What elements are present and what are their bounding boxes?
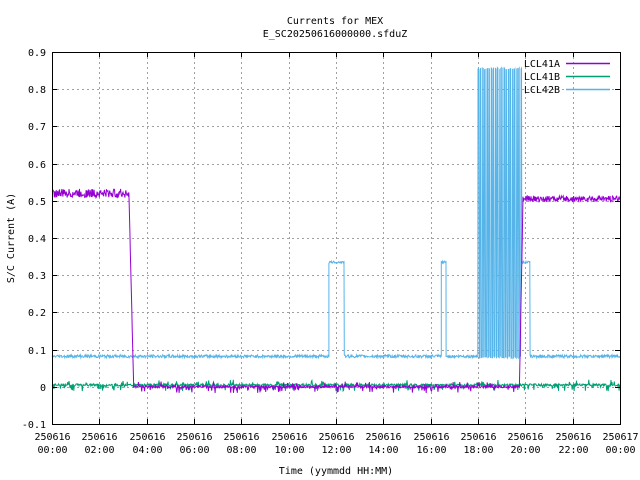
x-tick-date-label: 250616 xyxy=(413,432,449,443)
x-tick-time-label: 22:00 xyxy=(558,445,588,456)
x-tick-time-label: 10:00 xyxy=(274,445,304,456)
x-tick-time-label: 00:00 xyxy=(605,445,635,456)
x-tick-time-label: 12:00 xyxy=(321,445,351,456)
y-tick-label: 0.9 xyxy=(28,48,46,59)
y-tick-label: 0.2 xyxy=(28,308,46,319)
x-tick-date-label: 250616 xyxy=(271,432,307,443)
axis-ticks: -0.1 0 0.1 0.2 0.3 0.4 0.5 0.6 0.7 0.8 0.9 250616 00… xyxy=(22,48,639,456)
chart-subtitle: E_SC20250616000000.sfduZ xyxy=(263,29,408,40)
legend: LCL41A LCL41B LCL42B xyxy=(524,59,610,96)
x-tick-date-label: 250617 xyxy=(602,432,638,443)
legend-label-lcl41b: LCL41B xyxy=(524,72,560,83)
x-tick-date-label: 250616 xyxy=(223,432,259,443)
y-tick-label: 0.3 xyxy=(28,271,46,282)
x-tick-date-label: 250616 xyxy=(34,432,70,443)
y-tick-label: 0.4 xyxy=(28,234,46,245)
x-tick-time-label: 18:00 xyxy=(463,445,493,456)
series-line-lcl41b xyxy=(51,379,621,393)
x-tick-time-label: 20:00 xyxy=(510,445,540,456)
plot-frame xyxy=(52,52,621,425)
series-lines xyxy=(51,66,621,394)
y-tick-label: 0.1 xyxy=(28,346,46,357)
x-tick-time-label: 16:00 xyxy=(416,445,446,456)
x-tick-time-label: 06:00 xyxy=(179,445,209,456)
series-line-lcl42b xyxy=(51,66,621,360)
y-tick-label: 0.7 xyxy=(28,122,46,133)
x-tick-date-label: 250616 xyxy=(365,432,401,443)
x-tick-date-label: 250616 xyxy=(176,432,212,443)
x-tick-time-label: 02:00 xyxy=(84,445,114,456)
x-tick-date-label: 250616 xyxy=(555,432,591,443)
x-tick-date-label: 250616 xyxy=(460,432,496,443)
y-tick-label: 0.8 xyxy=(28,85,46,96)
y-tick-label: 0.5 xyxy=(28,197,46,208)
y-tick-label: 0 xyxy=(40,383,46,394)
x-tick-date-label: 250616 xyxy=(129,432,165,443)
x-tick-time-label: 04:00 xyxy=(132,445,162,456)
x-tick-date-label: 250616 xyxy=(507,432,543,443)
y-tick-label: -0.1 xyxy=(22,420,46,431)
legend-label-lcl41a: LCL41A xyxy=(524,59,560,70)
x-tick-time-label: 08:00 xyxy=(226,445,256,456)
chart-title: Currents for MEX xyxy=(287,16,383,27)
y-tick-label: 0.6 xyxy=(28,160,46,171)
x-axis-label: Time (yymmdd HH:MM) xyxy=(279,466,393,477)
x-tick-date-label: 250616 xyxy=(318,432,354,443)
y-axis-label: S/C Current (A) xyxy=(6,193,17,283)
x-tick-date-label: 250616 xyxy=(81,432,117,443)
x-tick-time-label: 14:00 xyxy=(368,445,398,456)
x-tick-time-label: 00:00 xyxy=(37,445,67,456)
legend-label-lcl42b: LCL42B xyxy=(524,85,560,96)
series-line-lcl41a xyxy=(51,188,621,394)
